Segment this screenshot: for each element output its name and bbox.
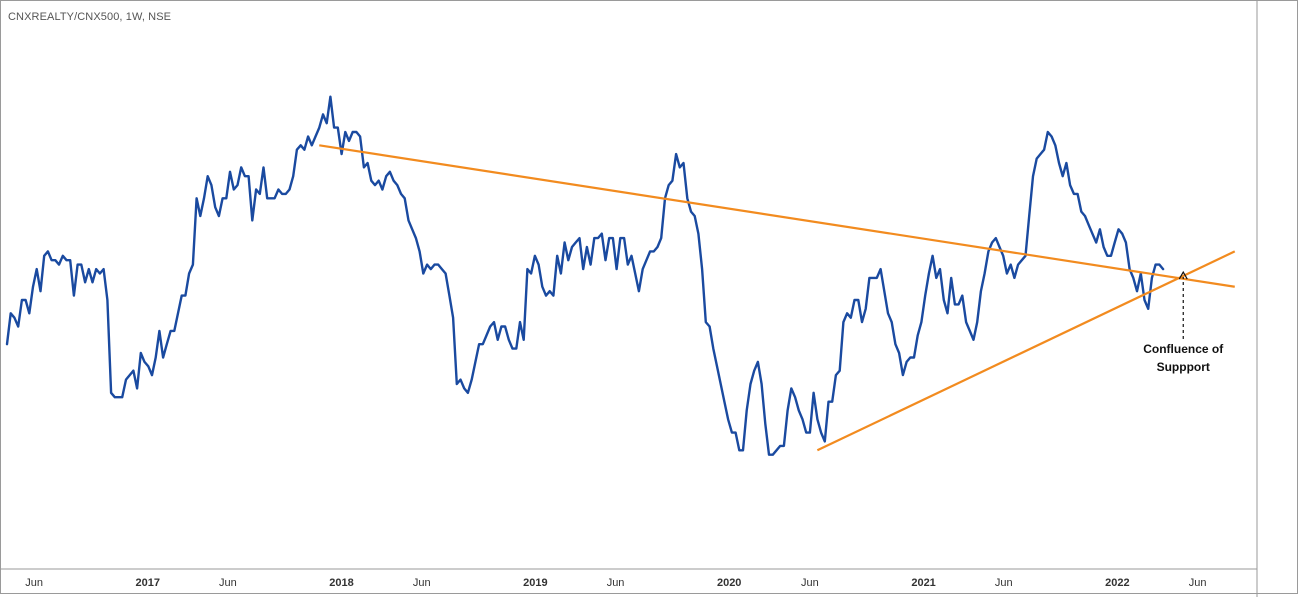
x-tick-label: Jun (1189, 577, 1207, 589)
x-tick-label: 2019 (523, 577, 547, 589)
annotation-text-line: Confluence of (1143, 342, 1224, 356)
x-tick-label: 2022 (1105, 577, 1129, 589)
x-tick-label: Jun (413, 577, 431, 589)
x-tick-label: 2017 (135, 577, 159, 589)
trendline-layer (319, 144, 1236, 452)
annotation-layer: Confluence of Suppport (1143, 270, 1224, 374)
series-layer (5, 95, 1165, 456)
axis-layer (1, 1, 1258, 597)
annotation-arrow-head (1178, 270, 1188, 280)
x-tick-label: Jun (25, 577, 43, 589)
trendline-resistance (319, 144, 1235, 288)
annotation-text-line: Suppport (1157, 360, 1210, 374)
x-tick-label: 2020 (717, 577, 741, 589)
x-tick-label: Jun (607, 577, 625, 589)
chart-title: CNXREALTY/CNX500, 1W, NSE (8, 11, 172, 23)
x-tick-label: Jun (995, 577, 1013, 589)
x-tick-label: 2021 (911, 577, 935, 589)
series-line-0 (5, 95, 1165, 456)
x-axis-ticks: Jun 2017 Jun 2018 Jun 2019 Jun 2020 Jun 2021 Jun 20… (25, 577, 1206, 589)
x-tick-label: Jun (801, 577, 819, 589)
trendline-support (816, 250, 1236, 452)
x-tick-label: 2018 (329, 577, 353, 589)
x-tick-label: Jun (219, 577, 237, 589)
